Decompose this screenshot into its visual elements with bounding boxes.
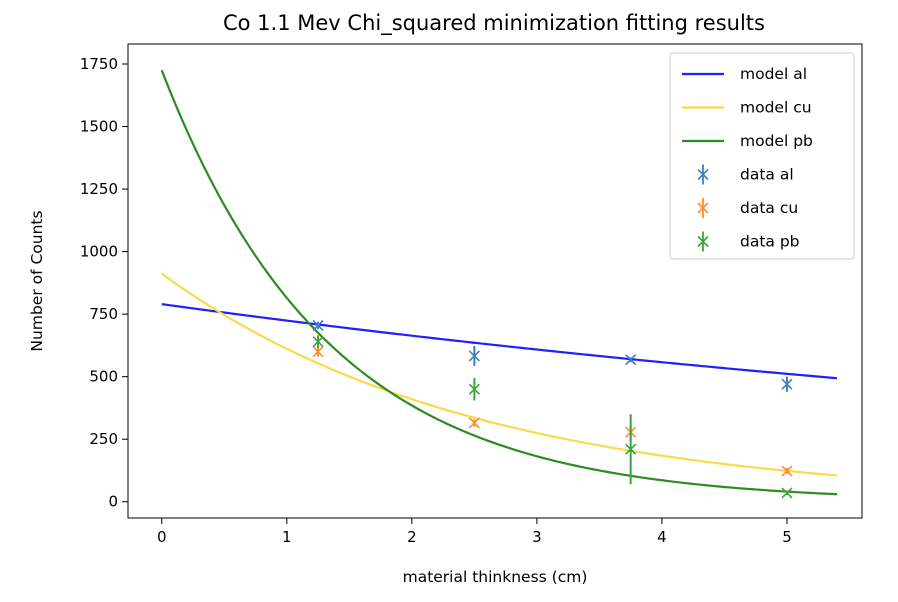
data-point-data-pb xyxy=(312,336,324,348)
legend-label: data cu xyxy=(740,199,798,217)
legend-entry-data-al: data al xyxy=(697,164,794,185)
data-point-data-al xyxy=(625,354,637,366)
data-point-data-al xyxy=(312,319,324,331)
legend-label: model al xyxy=(740,65,807,83)
y-tick-label: 1500 xyxy=(80,118,118,136)
line-model-al xyxy=(161,303,838,380)
y-tick-label: 0 xyxy=(108,493,118,511)
data-point-data-pb xyxy=(468,383,480,395)
x-tick-label: 5 xyxy=(782,528,792,546)
y-tick-label: 1000 xyxy=(80,243,118,261)
legend-marker xyxy=(697,202,709,214)
y-tick-label: 1250 xyxy=(80,180,118,198)
legend: model al model cu model pb data al data cu da… xyxy=(669,52,855,260)
x-tick-label: 2 xyxy=(407,528,417,546)
data-point-data-pb xyxy=(625,443,637,455)
legend-entry-data-pb: data pb xyxy=(697,231,800,252)
legend-entry-model-al: model al xyxy=(682,65,807,83)
y-axis-title: Number of Counts xyxy=(28,210,46,351)
legend-entry-data-cu: data cu xyxy=(697,198,798,218)
x-tick-label: 1 xyxy=(282,528,292,546)
x-tick-label: 0 xyxy=(157,528,167,546)
legend-label: model pb xyxy=(740,132,813,150)
axis-ticks: 0 1 2 3 4 5 0 250 500 750 1000 1250 1500 1750 xyxy=(80,55,792,546)
line-model-pb xyxy=(160,69,838,496)
chart-title: Co 1.1 Mev Chi_squared minimization fitt… xyxy=(223,11,765,36)
legend-entry-model-cu: model cu xyxy=(682,99,812,117)
y-tick-label: 1750 xyxy=(80,55,118,73)
data-point-data-al xyxy=(468,350,480,362)
legend-label: data pb xyxy=(740,233,800,251)
y-tick-label: 250 xyxy=(89,430,118,448)
x-tick-label: 3 xyxy=(532,528,542,546)
legend-marker xyxy=(697,235,709,248)
x-axis-title: material thinkness (cm) xyxy=(403,568,588,586)
legend-label: data al xyxy=(740,166,794,184)
line-model-cu xyxy=(161,272,838,477)
y-tick-label: 500 xyxy=(89,368,118,386)
data-point-data-cu xyxy=(781,465,793,477)
data-point-data-pb xyxy=(781,487,793,499)
x-tick-label: 4 xyxy=(657,528,667,546)
legend-marker xyxy=(697,168,709,181)
legend-entry-model-pb: model pb xyxy=(682,132,813,150)
data-points xyxy=(312,319,793,499)
data-point-data-cu xyxy=(468,417,480,429)
y-tick-label: 750 xyxy=(89,305,118,323)
legend-box xyxy=(669,52,855,260)
data-point-data-al xyxy=(781,378,793,390)
legend-label: model cu xyxy=(740,99,812,117)
data-point-data-cu xyxy=(312,346,324,358)
plot-area-frame xyxy=(127,43,863,519)
model-curves xyxy=(160,69,838,496)
